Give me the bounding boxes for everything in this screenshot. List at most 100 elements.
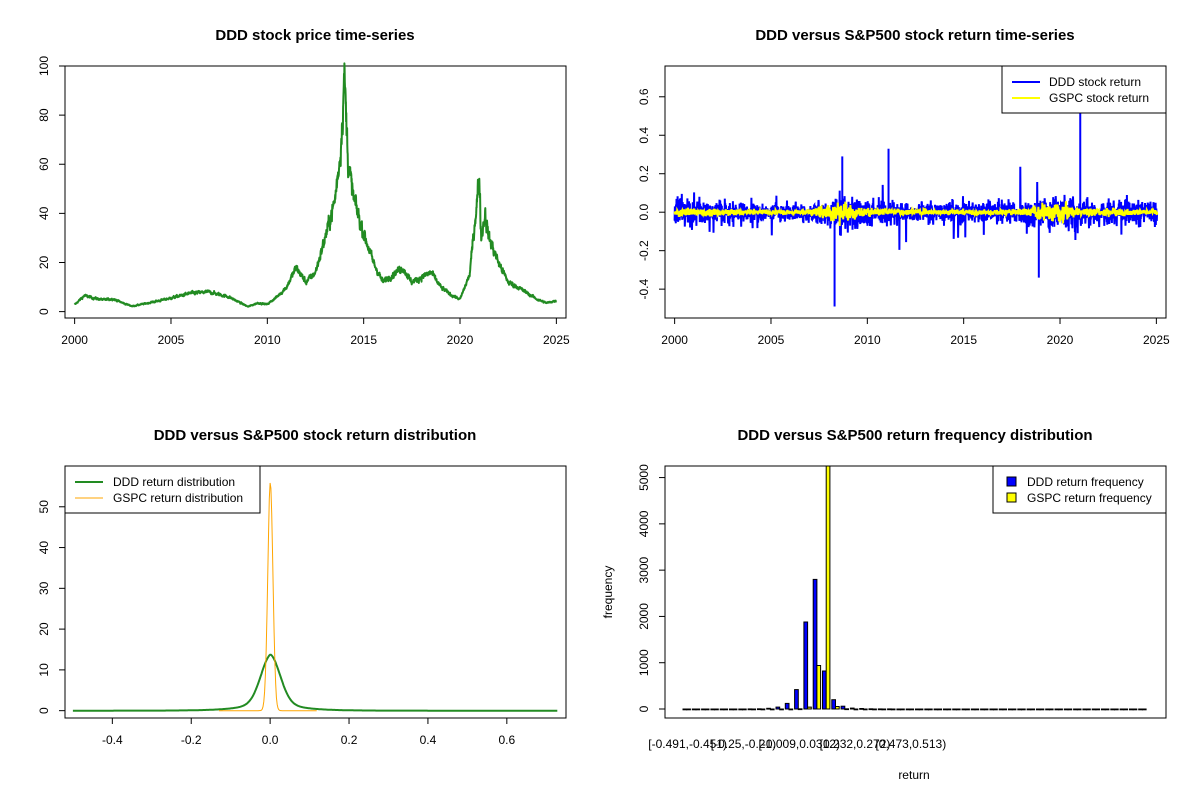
gspc-frequency-bar (1067, 708, 1073, 711)
ddd-frequency-bar (1045, 708, 1050, 711)
price-y-tick-label: 0 (37, 308, 51, 315)
ddd-frequency-bar (1082, 708, 1088, 711)
returns-y-tick-label: 0.0 (637, 204, 651, 221)
legend-label-gspc-frequency: GSPC return frequency (1027, 491, 1152, 505)
gspc-frequency-bar (1104, 708, 1110, 711)
gspc-frequency-bar (1114, 708, 1119, 711)
price-axes: 2000 2005 2010 2015 2020 2025 0 20 40 60 80 100 (37, 56, 570, 347)
density-x-tick-label: 0.0 (262, 733, 279, 747)
gspc-frequency-bar (825, 465, 831, 710)
histogram-x-tick-label: [-0.491,-0.451) (648, 737, 727, 751)
price-x-tick-label: 2010 (254, 333, 281, 347)
price-y-tick-label: 60 (37, 157, 51, 171)
gspc-frequency-bar (1132, 708, 1138, 711)
ddd-frequency-bar (887, 708, 892, 711)
gspc-frequency-bar (1039, 708, 1045, 711)
returns-x-tick-label: 2000 (661, 333, 688, 347)
gspc-frequency-bar (1086, 708, 1091, 711)
density-y-tick-label: 10 (37, 663, 51, 677)
histogram-y-tick-label: 4000 (637, 510, 651, 537)
density-series (72, 482, 558, 712)
ddd-frequency-bar (701, 708, 706, 711)
gspc-frequency-bar (816, 665, 822, 710)
ddd-frequency-bar (998, 708, 1004, 711)
gspc-frequency-bar (900, 708, 905, 711)
histogram-y-tick-label: 5000 (637, 464, 651, 491)
ddd-frequency-bar (980, 708, 985, 711)
gspc-frequency-bar (714, 708, 719, 711)
gspc-frequency-bar (974, 708, 980, 711)
histogram-legend-box (992, 465, 1167, 514)
gspc-frequency-bar (686, 708, 691, 711)
gspc-frequency-bar (835, 706, 840, 710)
price-x-tick-label: 2020 (447, 333, 474, 347)
returns-y-tick-label: 0.2 (637, 165, 651, 182)
ddd-frequency-bar (1138, 708, 1143, 711)
gspc-frequency-bar (862, 708, 868, 711)
returns-y-tick-label: -0.2 (637, 240, 651, 261)
returns-axes: 2000 2005 2010 2015 2020 2025 -0.4 -0.2 0.0 0.2 0.… (637, 88, 1170, 347)
gspc-frequency-bar (769, 708, 775, 711)
ddd-frequency-bar (738, 708, 743, 711)
ddd-frequency-bar (877, 708, 883, 711)
density-x-tick-label: 0.4 (420, 733, 437, 747)
ddd-frequency-bar (1054, 708, 1060, 711)
density-y-tick-label: 0 (37, 707, 51, 714)
ddd-frequency-bar (682, 708, 688, 711)
price-x-tick-label: 2025 (543, 333, 570, 347)
price-y-tick-label: 20 (37, 255, 51, 269)
gspc-frequency-bar (946, 708, 952, 711)
returns-chart-title: DDD versus S&P500 stock return time-seri… (755, 27, 1074, 44)
density-y-tick-label: 50 (37, 500, 51, 514)
legend-swatch-ddd-frequency (1006, 476, 1017, 487)
ddd-frequency-bar (1110, 708, 1116, 711)
gspc-frequency-bar (937, 708, 942, 711)
gspc-frequency-bar (890, 708, 896, 711)
histogram-y-tick-label: 3000 (637, 556, 651, 583)
legend-label-gspc-return: GSPC stock return (1049, 91, 1149, 105)
ddd-frequency-bar (775, 706, 781, 710)
gspc-frequency-bar (881, 708, 887, 711)
ddd-frequency-bar (924, 708, 929, 711)
returns-x-tick-label: 2020 (1047, 333, 1074, 347)
gspc-frequency-bar (751, 708, 756, 711)
density-chart-title: DDD versus S&P500 stock return distribut… (154, 427, 477, 444)
histogram-y-tick-label: 0 (637, 705, 651, 712)
density-x-tick-label: -0.2 (181, 733, 202, 747)
ddd-frequency-bar (849, 707, 855, 710)
gspc-frequency-bar (918, 708, 924, 711)
density-chart-panel: DDD versus S&P500 stock return distribut… (37, 427, 567, 747)
price-y-tick-label: 80 (37, 108, 51, 122)
ddd-frequency-bar (989, 708, 995, 711)
series-gspc-stock-return (673, 201, 1159, 227)
ddd-frequency-bar (1017, 708, 1022, 711)
ddd-frequency-bar (831, 699, 836, 710)
ddd-frequency-bar (859, 708, 864, 710)
density-x-tick-label: 0.2 (341, 733, 358, 747)
ddd-frequency-bar (970, 708, 976, 711)
density-axes: -0.4 -0.2 0.0 0.2 0.4 0.6 0 10 20 30 40 50 (37, 500, 515, 747)
gspc-frequency-bar (704, 708, 710, 711)
ddd-frequency-bar (868, 708, 874, 711)
gspc-frequency-bar (723, 708, 729, 711)
histogram-x-tick-label: [-0.25,-0.21) (711, 737, 776, 751)
ddd-frequency-bar (942, 708, 948, 711)
price-chart-title: DDD stock price time-series (215, 27, 414, 44)
gspc-frequency-bar (928, 708, 933, 711)
returns-y-tick-label: 0.6 (637, 88, 651, 105)
ddd-frequency-bar (784, 702, 790, 710)
returns-y-tick-label: -0.4 (637, 278, 651, 299)
ddd-frequency-bar (840, 705, 846, 710)
ddd-frequency-bar (1035, 708, 1041, 711)
gspc-frequency-bar (788, 708, 794, 711)
gspc-frequency-bar (1048, 708, 1054, 711)
returns-x-tick-label: 2005 (758, 333, 785, 347)
legend-swatch-gspc-frequency (1006, 492, 1017, 503)
returns-legend-box (1001, 65, 1167, 114)
gspc-frequency-bar (1030, 708, 1036, 711)
gspc-frequency-bar (955, 708, 961, 711)
series-ddd-stock-price (73, 62, 558, 308)
returns-y-tick-label: 0.4 (637, 127, 651, 144)
gspc-frequency-bar (797, 708, 803, 711)
